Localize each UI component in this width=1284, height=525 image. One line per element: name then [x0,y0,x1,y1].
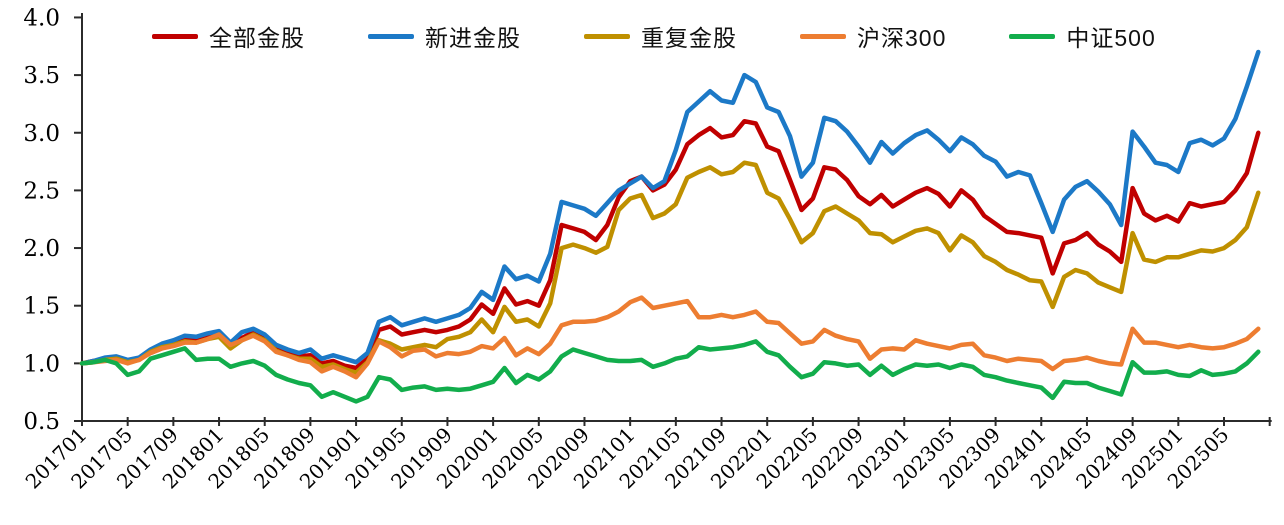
series-line-新进金股 [79,49,1261,366]
series-line-沪深300 [79,295,1261,380]
y-axis-label: 3.5 [23,63,60,89]
legend-label: 沪深300 [857,25,947,51]
legend-line-swatch [800,33,846,39]
legend-item-全部金股: 全部金股 [152,19,305,53]
y-axis-label: 0.5 [23,409,60,435]
y-axis-label: 1.0 [23,351,60,377]
legend-line-swatch [368,33,414,39]
legend-line-swatch [152,33,198,39]
legend-label: 全部金股 [209,25,305,51]
y-axis-label: 4.0 [23,5,60,31]
legend-label: 中证500 [1066,25,1156,51]
chart-legend: 全部金股 新进金股 重复金股 沪深300 中证500 [152,19,1156,53]
series-line-重复金股 [79,160,1261,375]
series-line-中证500 [79,339,1261,404]
y-axis-label: 2.0 [23,236,60,262]
legend-label: 重复金股 [641,25,737,51]
legend-item-重复金股: 重复金股 [584,19,737,53]
legend-line-swatch [1009,33,1056,39]
y-axis-label: 2.5 [23,178,60,204]
legend-item-中证500: 中证500 [1009,19,1155,53]
y-axis-label: 1.5 [23,294,60,320]
legend-item-新进金股: 新进金股 [368,19,521,53]
y-axis-label: 3.0 [23,121,60,147]
axes [74,13,1272,426]
legend-line-swatch [584,33,630,39]
legend-item-沪深300: 沪深300 [800,19,946,53]
legend-label: 新进金股 [425,25,521,51]
